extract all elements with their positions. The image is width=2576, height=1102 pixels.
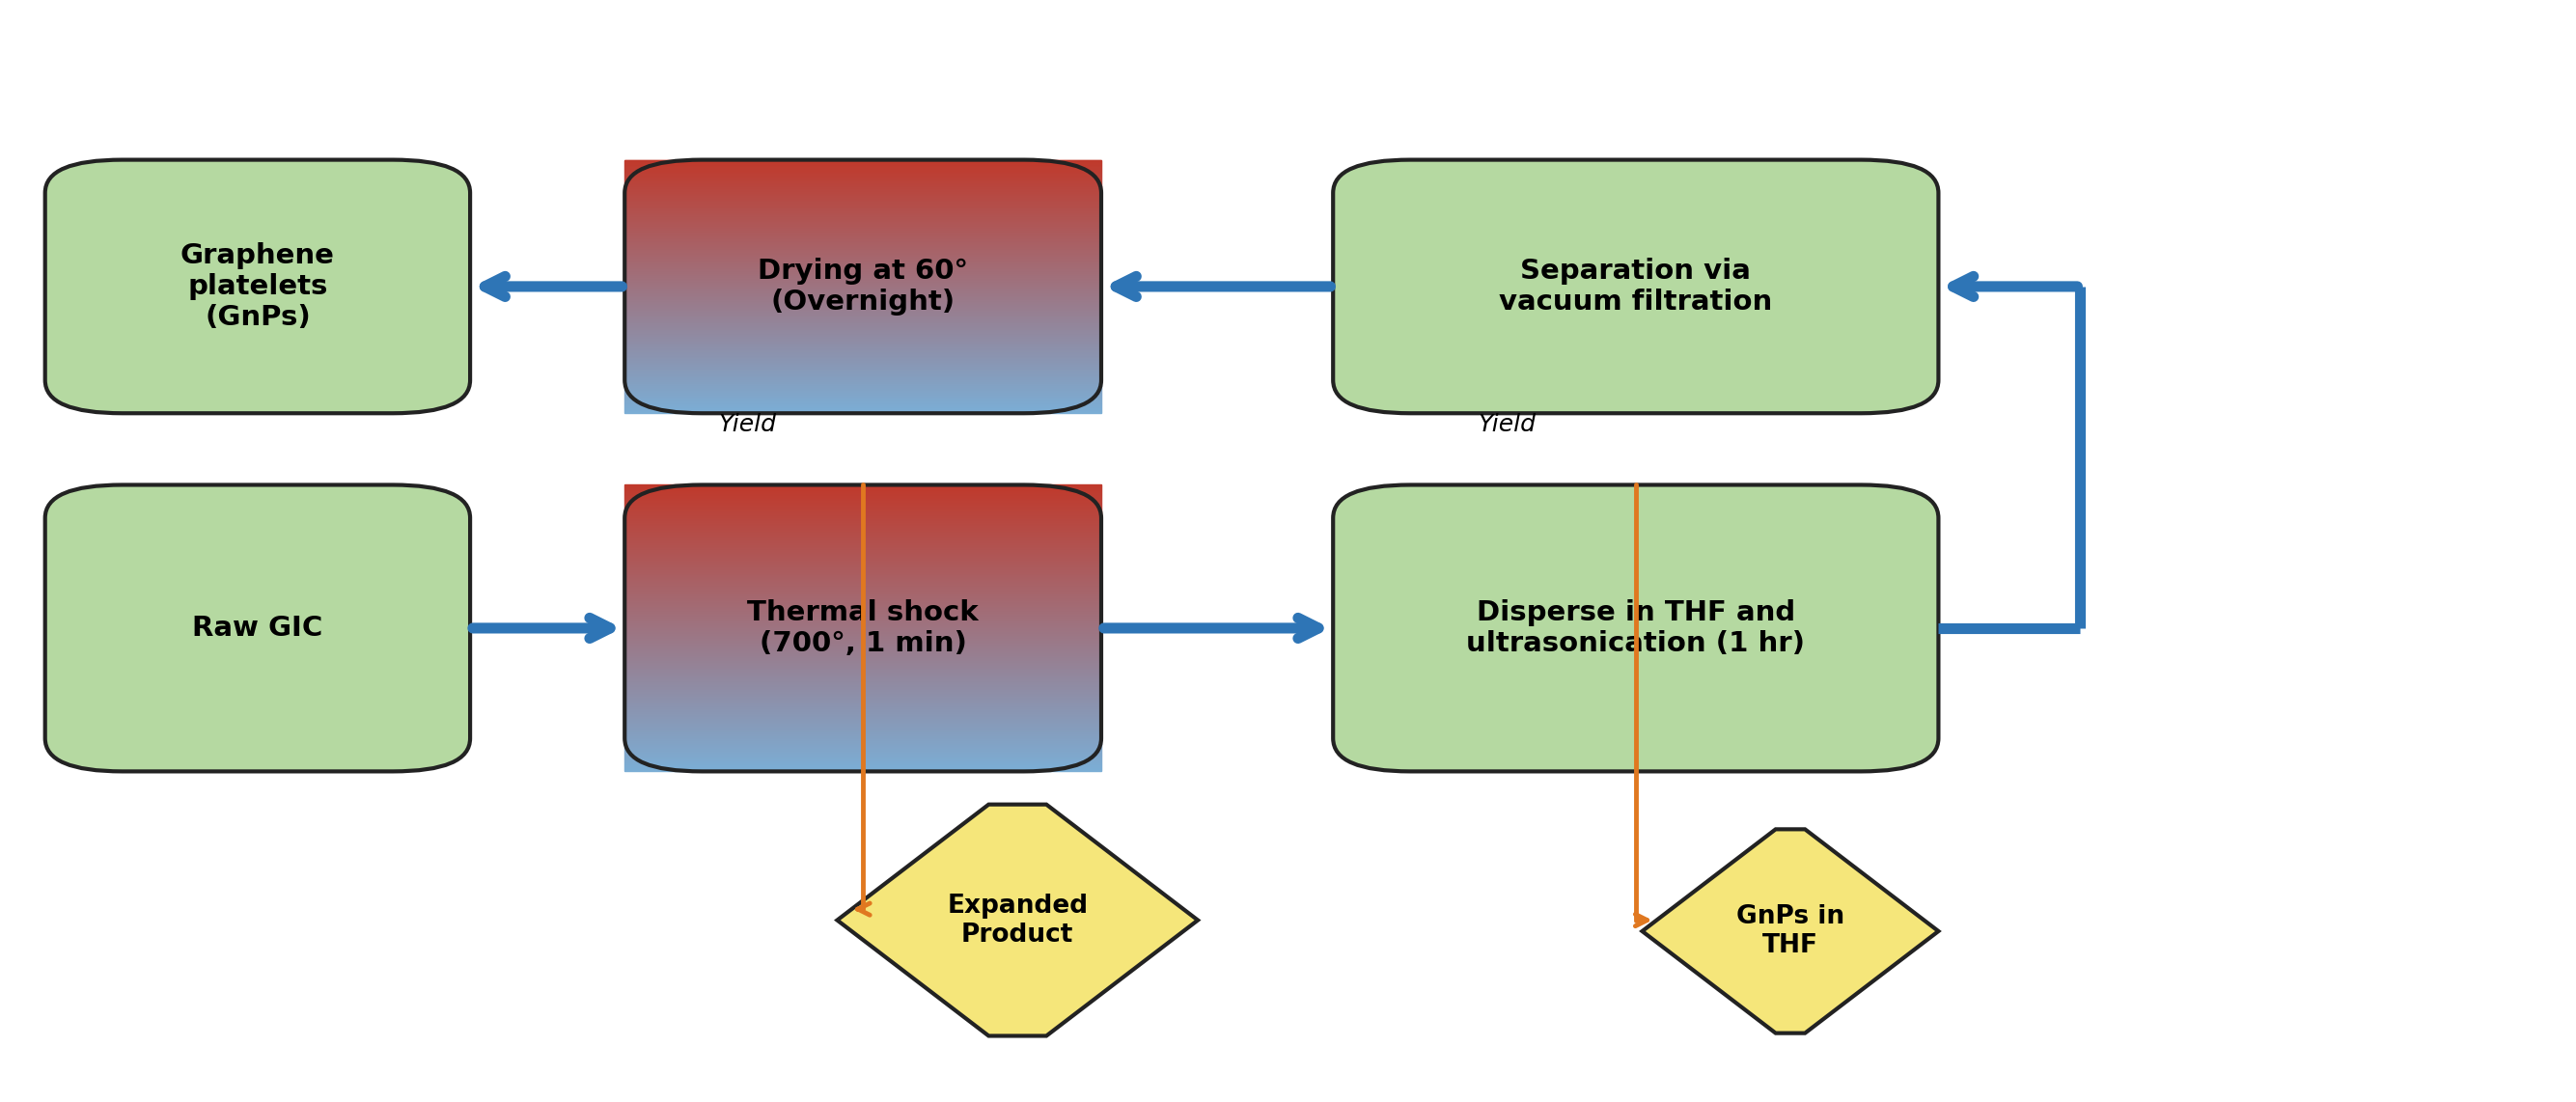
Text: Separation via
vacuum filtration: Separation via vacuum filtration bbox=[1499, 258, 1772, 315]
Text: Disperse in THF and
ultrasonication (1 hr): Disperse in THF and ultrasonication (1 h… bbox=[1466, 599, 1806, 657]
FancyBboxPatch shape bbox=[46, 160, 469, 413]
Polygon shape bbox=[1643, 829, 1937, 1034]
Text: Yield: Yield bbox=[1479, 412, 1535, 436]
Text: Drying at 60°
(Overnight): Drying at 60° (Overnight) bbox=[757, 258, 969, 315]
Text: Yield: Yield bbox=[719, 412, 775, 436]
Text: GnPs in
THF: GnPs in THF bbox=[1736, 904, 1844, 959]
FancyBboxPatch shape bbox=[46, 485, 469, 771]
Text: Graphene
platelets
(GnPs): Graphene platelets (GnPs) bbox=[180, 241, 335, 332]
Polygon shape bbox=[837, 804, 1198, 1036]
Text: Raw GIC: Raw GIC bbox=[193, 615, 322, 641]
FancyBboxPatch shape bbox=[1334, 160, 1940, 413]
Text: Thermal shock
(700°, 1 min): Thermal shock (700°, 1 min) bbox=[747, 599, 979, 657]
FancyBboxPatch shape bbox=[1334, 485, 1940, 771]
Text: Expanded
Product: Expanded Product bbox=[948, 893, 1087, 948]
